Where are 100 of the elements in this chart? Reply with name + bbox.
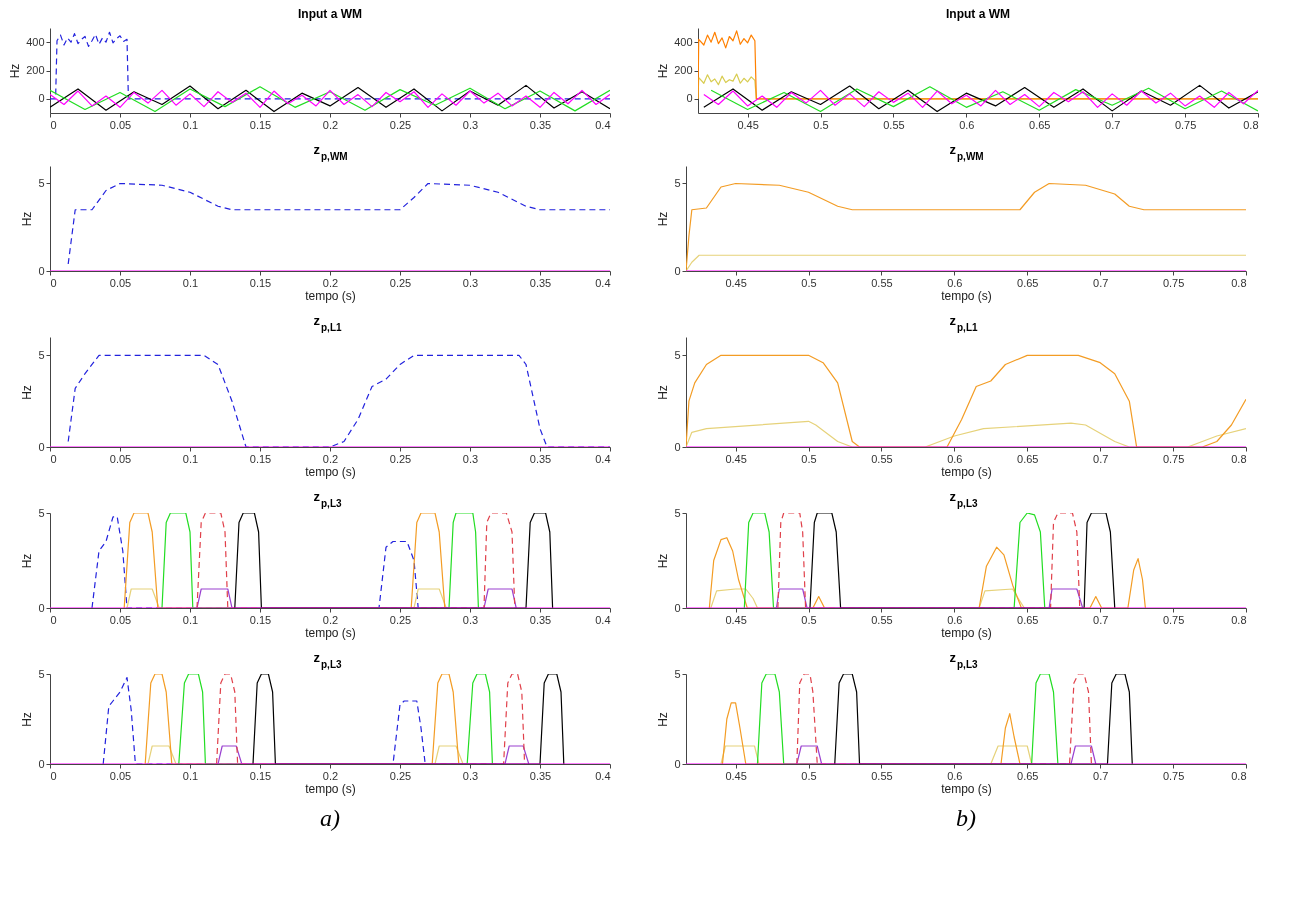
- x-tick-label: 0.6: [947, 276, 963, 289]
- x-tick-label: 0.05: [109, 118, 132, 131]
- x-tick-label: 0.4: [595, 613, 611, 626]
- x-tick-label: 0.4: [595, 769, 611, 782]
- y-tick-label: 0: [38, 92, 45, 105]
- x-tick-label: 0.1: [182, 452, 199, 465]
- x-tick-label: 0.45: [725, 452, 747, 465]
- x-tick-label: 0.45: [725, 613, 747, 626]
- x-tick-label: 0: [50, 118, 57, 131]
- y-axis-title: Hz: [20, 712, 35, 727]
- x-tick-label: 0.55: [871, 452, 893, 465]
- y-axis-title: Hz: [20, 553, 35, 569]
- text: a): [320, 805, 340, 831]
- x-tick-label: 0.55: [871, 276, 893, 289]
- y-tick-label: 200: [674, 64, 693, 76]
- x-tick-label: 0.55: [871, 769, 893, 782]
- x-tick-label: 0.55: [871, 613, 893, 626]
- x-tick-label: 0.7: [1093, 452, 1109, 465]
- x-tick-label: 0: [50, 613, 57, 626]
- y-axis-title: Hz: [8, 63, 23, 79]
- x-tick-label: 0.5: [801, 452, 817, 465]
- y-tick-label: 200: [26, 64, 45, 76]
- x-tick-label: 0: [50, 769, 57, 782]
- y-axis-title: Hz: [656, 712, 671, 727]
- y-tick-label: 0: [38, 757, 45, 770]
- x-tick-label: 0: [50, 452, 57, 465]
- x-tick-label: 0.25: [389, 769, 412, 782]
- y-axis-title: Hz: [656, 553, 671, 569]
- x-axis-title: tempo (s): [941, 625, 992, 640]
- x-tick-label: 0: [50, 276, 57, 289]
- x-tick-label: 0.55: [883, 118, 905, 131]
- x-tick-label: 0.4: [595, 276, 611, 289]
- x-tick-label: 0.45: [725, 769, 747, 782]
- text: b): [956, 805, 976, 831]
- x-tick-label: 0.15: [249, 769, 272, 782]
- x-tick-label: 0.7: [1093, 613, 1109, 626]
- x-axis-title: tempo (s): [941, 464, 992, 479]
- x-tick-label: 0.75: [1162, 276, 1185, 289]
- x-tick-label: 0.65: [1029, 118, 1051, 131]
- x-tick-label: 0.5: [801, 613, 817, 626]
- y-axis-title: Hz: [656, 385, 671, 400]
- x-tick-label: 0.8: [1231, 452, 1247, 465]
- x-axis-title: tempo (s): [941, 781, 992, 796]
- x-tick-label: 0.05: [109, 769, 132, 782]
- y-tick-label: 0: [38, 601, 45, 614]
- x-tick-label: 0.1: [182, 769, 199, 782]
- x-tick-label: 0.3: [462, 276, 479, 289]
- x-tick-label: 0.3: [462, 452, 479, 465]
- x-tick-label: 0.15: [249, 613, 272, 626]
- x-tick-label: 0.65: [1017, 613, 1039, 626]
- x-tick-label: 0.35: [529, 769, 552, 782]
- x-tick-label: 0.05: [109, 613, 132, 626]
- y-tick-label: 0: [38, 440, 45, 453]
- y-tick-label: 0: [38, 264, 45, 277]
- x-tick-label: 0.05: [109, 276, 132, 289]
- x-tick-label: 0.35: [529, 613, 552, 626]
- x-tick-label: 0.45: [725, 276, 747, 289]
- x-tick-label: 0.2: [322, 118, 339, 131]
- y-tick-label: 5: [674, 177, 681, 189]
- y-tick-label: 5: [38, 506, 45, 519]
- y-tick-label: 5: [674, 348, 681, 361]
- x-tick-label: 0.5: [801, 769, 817, 782]
- x-tick-label: 0.25: [389, 118, 412, 131]
- x-axis-title: tempo (s): [305, 781, 356, 796]
- x-tick-label: 0.25: [389, 452, 412, 465]
- x-tick-label: 0.6: [947, 613, 963, 626]
- x-tick-label: 0.7: [1105, 118, 1121, 131]
- y-tick-label: 5: [674, 506, 681, 519]
- x-tick-label: 0.1: [182, 613, 199, 626]
- y-tick-label: 0: [674, 601, 681, 614]
- x-tick-label: 0.4: [595, 118, 611, 131]
- y-axis-title: Hz: [20, 211, 35, 227]
- x-tick-label: 0.5: [813, 118, 829, 131]
- y-tick-label: 400: [674, 35, 693, 48]
- y-tick-label: 5: [38, 667, 45, 680]
- x-tick-label: 0.7: [1093, 276, 1109, 289]
- x-tick-label: 0.35: [529, 276, 552, 289]
- x-tick-label: 0.6: [947, 769, 963, 782]
- x-axis-title: tempo (s): [305, 625, 356, 640]
- x-tick-label: 0.25: [389, 613, 412, 626]
- x-tick-label: 0.65: [1017, 452, 1039, 465]
- x-tick-label: 0.3: [462, 613, 479, 626]
- x-tick-label: 0.45: [737, 118, 759, 131]
- x-tick-label: 0.1: [182, 276, 199, 289]
- y-tick-label: 5: [674, 667, 681, 680]
- x-tick-label: 0.25: [389, 276, 412, 289]
- y-tick-label: 5: [38, 177, 45, 189]
- x-axis-title: tempo (s): [305, 464, 356, 479]
- x-tick-label: 0.4: [595, 452, 611, 465]
- x-tick-label: 0.15: [249, 276, 272, 289]
- y-axis-title: Hz: [656, 211, 671, 227]
- x-tick-label: 0.7: [1093, 769, 1109, 782]
- x-tick-label: 0.5: [801, 276, 817, 289]
- x-tick-label: 0.1: [182, 118, 199, 131]
- x-tick-label: 0.3: [462, 118, 479, 131]
- x-tick-label: 0.05: [109, 452, 132, 465]
- x-tick-label: 0.65: [1017, 276, 1039, 289]
- y-tick-label: 0: [674, 440, 681, 453]
- x-tick-label: 0.8: [1231, 769, 1247, 782]
- y-tick-label: 0: [686, 92, 693, 105]
